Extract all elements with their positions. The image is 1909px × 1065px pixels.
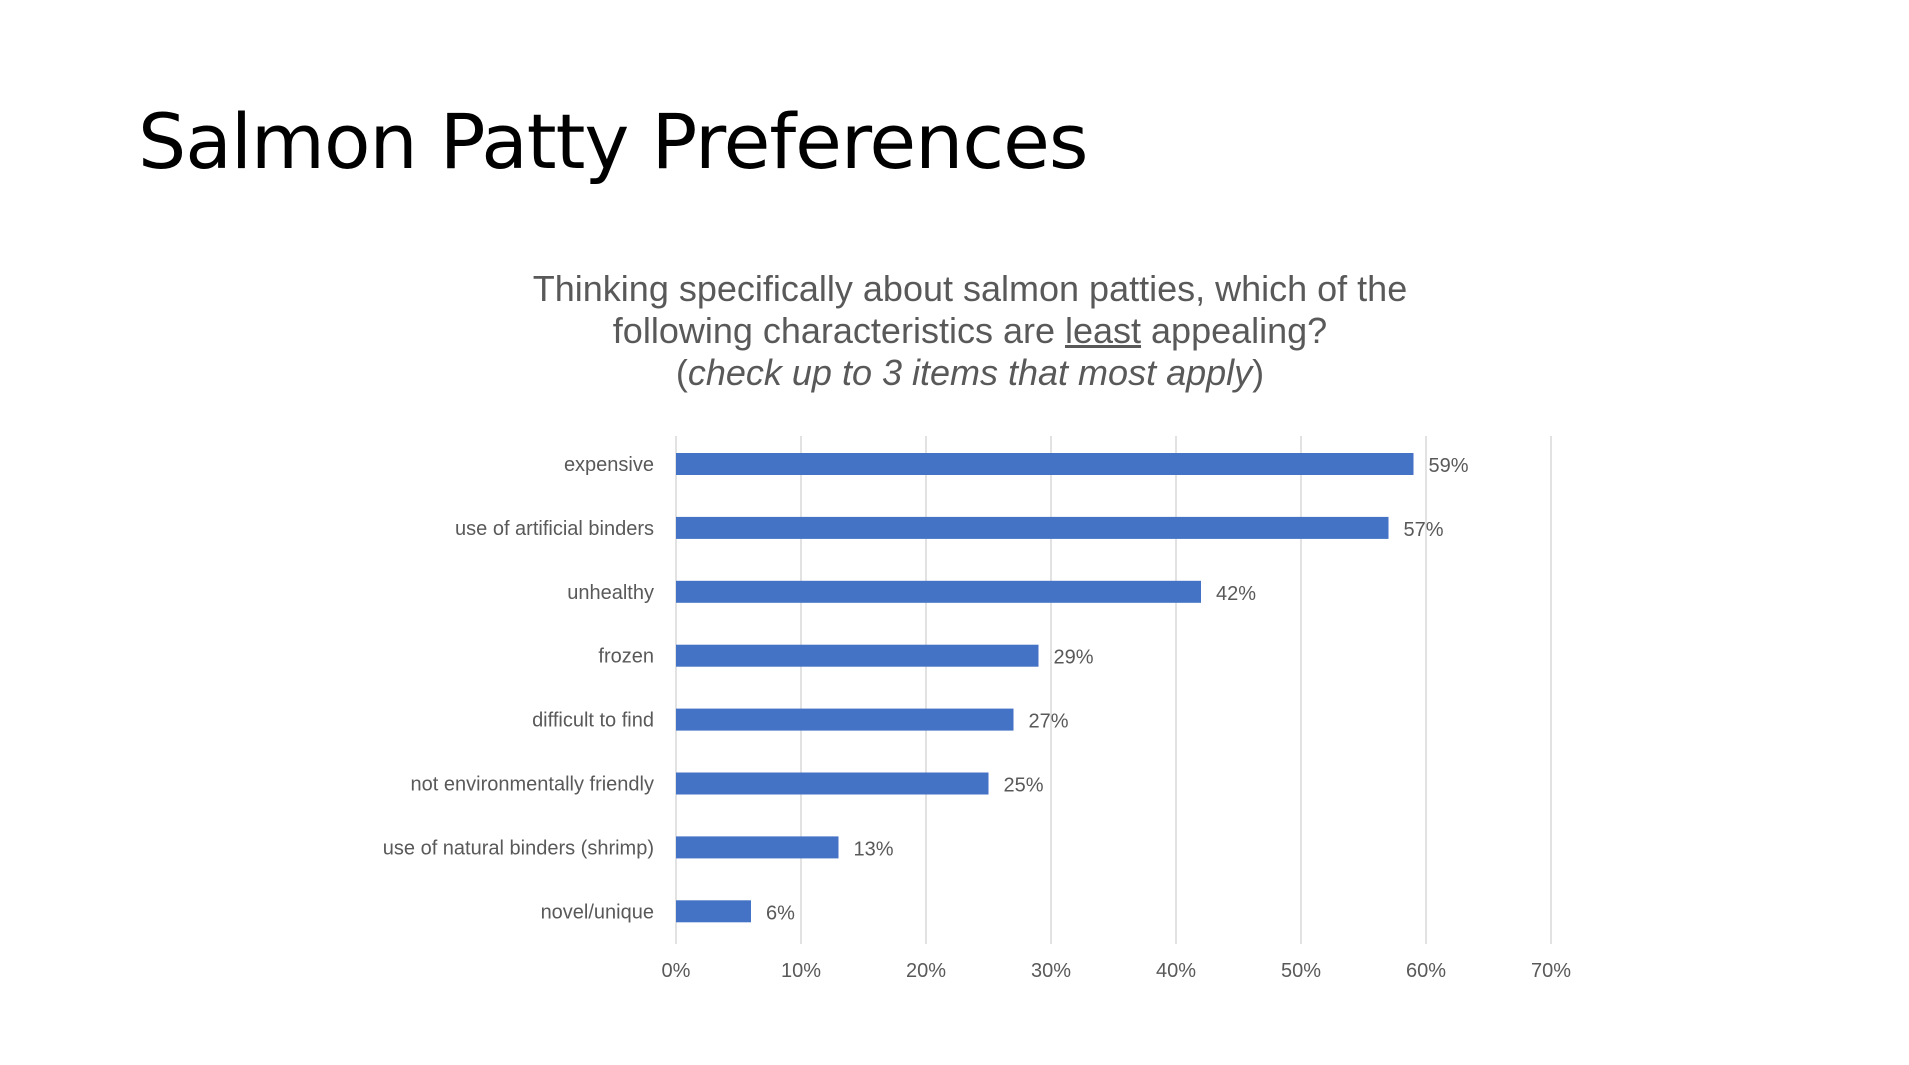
x-tick-label-30: 30% bbox=[1031, 960, 1071, 982]
x-tick-label-10: 10% bbox=[781, 960, 821, 982]
category-label-difficult-to-find: difficult to find bbox=[532, 710, 654, 732]
bar-frozen bbox=[676, 644, 1039, 667]
category-label-expensive: expensive bbox=[564, 454, 654, 476]
chart-title-line-2: following characteristics are least appe… bbox=[380, 310, 1560, 352]
chart-title-line-2-end: appealing? bbox=[1141, 310, 1328, 351]
x-tick-label-70: 70% bbox=[1531, 960, 1571, 982]
chart-title-emphasis: least bbox=[1064, 310, 1142, 351]
bar-novel-unique bbox=[676, 900, 751, 923]
category-label-frozen: frozen bbox=[598, 646, 654, 668]
x-tick-label-60: 60% bbox=[1406, 960, 1446, 982]
bar-use-of-artificial-binders bbox=[676, 516, 1389, 539]
value-label-not-environmentally-friendly: 25% bbox=[1004, 775, 1044, 797]
chart-title-line-2-start: following characteristics are bbox=[612, 310, 1065, 351]
category-label-use-of-artificial-binders: use of artificial binders bbox=[455, 518, 654, 540]
value-label-use-of-artificial-binders: 57% bbox=[1404, 519, 1444, 541]
value-label-unhealthy: 42% bbox=[1216, 583, 1256, 605]
category-label-unhealthy: unhealthy bbox=[567, 582, 654, 604]
chart-title-paren-close: ) bbox=[1252, 352, 1265, 393]
bars bbox=[676, 453, 1414, 923]
x-tick-label-20: 20% bbox=[906, 960, 946, 982]
chart-title-line-1: Thinking specifically about salmon patti… bbox=[532, 268, 1408, 309]
value-label-difficult-to-find: 27% bbox=[1029, 711, 1069, 733]
labels: 0% 10% 20% 30% 40% 50% 60% 70% expensive 59% use o… bbox=[383, 454, 1571, 982]
category-label-novel-unique: novel/unique bbox=[541, 901, 654, 923]
bar-difficult-to-find bbox=[676, 708, 1014, 731]
value-label-expensive: 59% bbox=[1429, 455, 1469, 477]
bar-use-of-natural-binders-shrimp bbox=[676, 836, 839, 859]
bar-expensive bbox=[676, 453, 1414, 475]
chart-title-instruction: check up to 3 items that most apply bbox=[687, 352, 1253, 393]
value-label-frozen: 29% bbox=[1054, 647, 1094, 669]
gridlines bbox=[675, 436, 1552, 944]
x-tick-label-50: 50% bbox=[1281, 960, 1321, 982]
category-label-use-of-natural-binders-shrimp: use of natural binders (shrimp) bbox=[383, 837, 654, 859]
value-label-use-of-natural-binders-shrimp: 13% bbox=[854, 838, 894, 860]
chart-title: Thinking specifically about salmon patti… bbox=[380, 268, 1560, 394]
value-label-novel-unique: 6% bbox=[766, 902, 795, 924]
x-tick-label-40: 40% bbox=[1156, 960, 1196, 982]
slide-title: Salmon Patty Preferences bbox=[138, 97, 1088, 186]
category-label-not-environmentally-friendly: not environmentally friendly bbox=[411, 774, 654, 796]
bar-unhealthy bbox=[676, 580, 1201, 603]
chart-title-paren-open: ( bbox=[675, 352, 688, 393]
chart-title-line-3: (check up to 3 items that most apply) bbox=[380, 352, 1560, 394]
x-tick-label-0: 0% bbox=[662, 960, 691, 982]
bar-not-environmentally-friendly bbox=[676, 772, 989, 795]
